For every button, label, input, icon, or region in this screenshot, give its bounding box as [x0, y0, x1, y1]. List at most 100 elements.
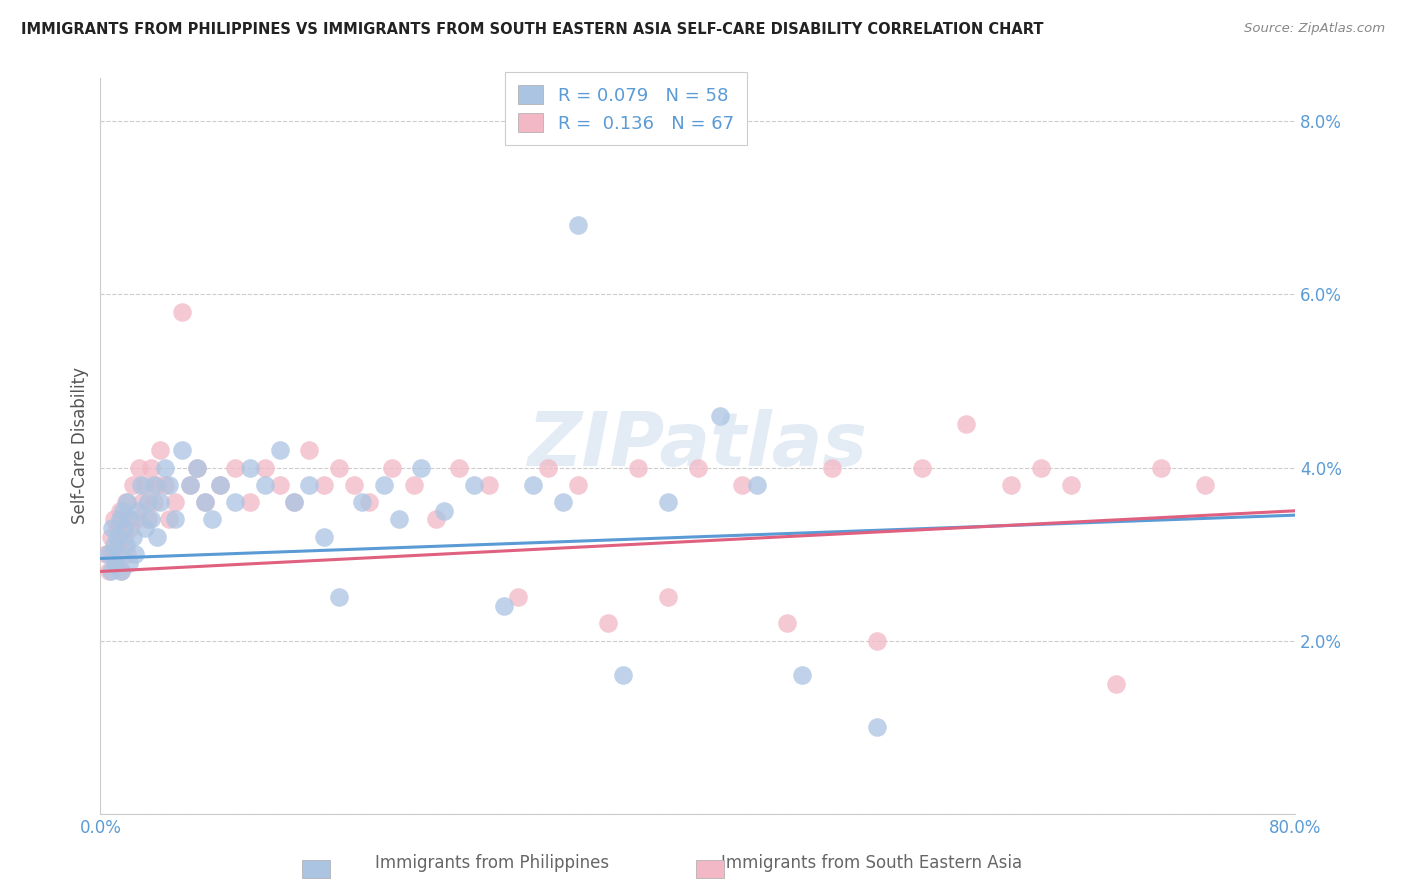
Point — [314, 530, 336, 544]
Point — [100, 565, 122, 579]
Point — [224, 495, 246, 509]
Point — [253, 460, 276, 475]
Point — [492, 599, 515, 613]
Point — [298, 443, 321, 458]
Point — [98, 565, 121, 579]
Point — [124, 547, 146, 561]
Point — [910, 460, 932, 475]
Point — [143, 495, 166, 509]
Point — [108, 512, 131, 526]
Point — [120, 512, 142, 526]
Point — [101, 547, 124, 561]
Point — [104, 556, 127, 570]
Point — [201, 512, 224, 526]
Point — [612, 668, 634, 682]
Point — [100, 530, 122, 544]
Point — [1149, 460, 1171, 475]
Point — [343, 478, 366, 492]
Point — [447, 460, 470, 475]
Point — [179, 478, 201, 492]
Point — [253, 478, 276, 492]
Point — [194, 495, 217, 509]
Point — [105, 530, 128, 544]
Point — [425, 512, 447, 526]
Point — [463, 478, 485, 492]
Point — [163, 512, 186, 526]
Point — [731, 478, 754, 492]
Point — [747, 478, 769, 492]
Point — [224, 460, 246, 475]
Point — [128, 460, 150, 475]
Point — [163, 495, 186, 509]
Point — [208, 478, 231, 492]
Point — [139, 512, 162, 526]
Point — [411, 460, 433, 475]
Point — [776, 616, 799, 631]
Point — [433, 504, 456, 518]
Point — [125, 512, 148, 526]
Point — [112, 521, 135, 535]
Point — [149, 443, 172, 458]
Point — [186, 460, 208, 475]
Point — [103, 539, 125, 553]
Point — [136, 512, 159, 526]
Point — [134, 521, 156, 535]
Point — [283, 495, 305, 509]
Point — [111, 504, 134, 518]
Point — [97, 547, 120, 561]
Point — [298, 478, 321, 492]
Point — [114, 539, 136, 553]
Point — [1194, 478, 1216, 492]
Point — [269, 443, 291, 458]
Point — [388, 512, 411, 526]
Point — [239, 495, 262, 509]
Point — [127, 504, 149, 518]
Point — [373, 478, 395, 492]
Point — [194, 495, 217, 509]
Point — [314, 478, 336, 492]
Point — [157, 478, 180, 492]
Point — [402, 478, 425, 492]
Text: Source: ZipAtlas.com: Source: ZipAtlas.com — [1244, 22, 1385, 36]
Point — [1060, 478, 1083, 492]
Point — [122, 478, 145, 492]
Point — [596, 616, 619, 631]
Point — [146, 530, 169, 544]
Point — [122, 530, 145, 544]
Point — [110, 565, 132, 579]
Point — [153, 478, 176, 492]
Point — [186, 460, 208, 475]
Point — [129, 478, 152, 492]
Point — [657, 495, 679, 509]
Point — [105, 521, 128, 535]
Point — [283, 495, 305, 509]
Point — [522, 478, 544, 492]
Point — [139, 460, 162, 475]
Point — [157, 512, 180, 526]
Text: Immigrants from South Eastern Asia: Immigrants from South Eastern Asia — [721, 855, 1022, 872]
Text: Immigrants from Philippines: Immigrants from Philippines — [375, 855, 609, 872]
Point — [955, 417, 977, 432]
Point — [153, 460, 176, 475]
Text: ZIPatlas: ZIPatlas — [527, 409, 868, 483]
Point — [103, 512, 125, 526]
Legend: R = 0.079   N = 58, R =  0.136   N = 67: R = 0.079 N = 58, R = 0.136 N = 67 — [505, 72, 747, 145]
Point — [172, 304, 194, 318]
Point — [112, 530, 135, 544]
Point — [120, 521, 142, 535]
Point — [136, 495, 159, 509]
Point — [328, 591, 350, 605]
Point — [131, 495, 153, 509]
Point — [1105, 677, 1128, 691]
Point — [821, 460, 844, 475]
Point — [359, 495, 381, 509]
Y-axis label: Self-Care Disability: Self-Care Disability — [72, 368, 89, 524]
Point — [96, 547, 118, 561]
Point — [792, 668, 814, 682]
Point — [143, 478, 166, 492]
Point — [115, 495, 138, 509]
Point — [114, 495, 136, 509]
Point — [134, 478, 156, 492]
Point — [567, 478, 589, 492]
Point — [179, 478, 201, 492]
